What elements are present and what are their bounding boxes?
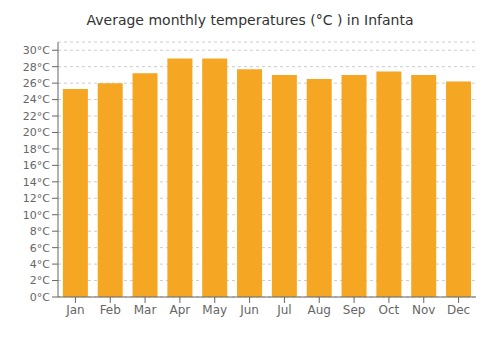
svg-text:20°C: 20°C — [23, 126, 50, 139]
html-text:Average monthly temperatures (: Average monthly temperatures (°C ) in In… — [86, 12, 414, 28]
svg-text:0°C: 0°C — [30, 291, 50, 304]
svg-text:Apr: Apr — [170, 303, 191, 317]
svg-text:8°C: 8°C — [30, 225, 50, 238]
svg-text:May: May — [202, 303, 227, 317]
svg-text:Oct: Oct — [379, 303, 400, 317]
svg-text:16°C: 16°C — [23, 159, 50, 172]
svg-text:Dec: Dec — [447, 303, 470, 317]
svg-text:Mar: Mar — [134, 303, 157, 317]
svg-text:12°C: 12°C — [23, 192, 50, 205]
svg-text:26°C: 26°C — [23, 77, 50, 90]
svg-text:Nov: Nov — [412, 303, 435, 317]
svg-text:14°C: 14°C — [23, 176, 50, 189]
svg-text:Jan: Jan — [65, 303, 85, 317]
svg-text:Aug: Aug — [308, 303, 331, 317]
svg-text:18°C: 18°C — [23, 143, 50, 156]
svg-text:30°C: 30°C — [23, 44, 50, 57]
svg-text:Feb: Feb — [100, 303, 121, 317]
svg-text:4°C: 4°C — [30, 258, 50, 271]
svg-text:28°C: 28°C — [23, 61, 50, 74]
svg-text:Jun: Jun — [239, 303, 259, 317]
svg-text:Jul: Jul — [276, 303, 291, 317]
svg-text:10°C: 10°C — [23, 209, 50, 222]
svg-text:6°C: 6°C — [30, 242, 50, 255]
svg-text:24°C: 24°C — [23, 93, 50, 106]
svg-text:Sep: Sep — [343, 303, 366, 317]
svg-text:22°C: 22°C — [23, 110, 50, 123]
svg-text:2°C: 2°C — [30, 274, 50, 287]
